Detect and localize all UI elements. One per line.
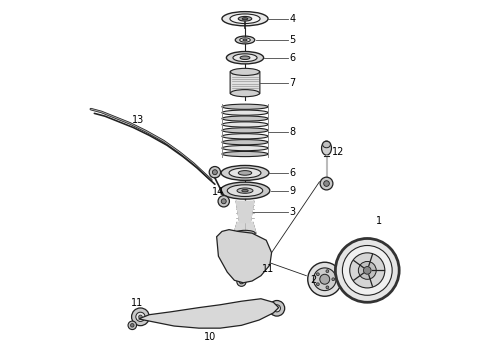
Text: 11: 11 <box>262 264 274 274</box>
Text: 8: 8 <box>289 127 295 137</box>
Ellipse shape <box>220 182 270 199</box>
Circle shape <box>326 270 329 273</box>
Ellipse shape <box>227 185 263 197</box>
Text: 10: 10 <box>204 332 217 342</box>
Text: 3: 3 <box>289 207 295 217</box>
Text: 14: 14 <box>212 187 224 197</box>
Ellipse shape <box>222 116 268 121</box>
Ellipse shape <box>226 51 264 64</box>
Text: 6: 6 <box>289 53 295 63</box>
Circle shape <box>218 195 229 207</box>
Circle shape <box>136 312 145 321</box>
Circle shape <box>324 181 329 186</box>
Ellipse shape <box>240 38 250 42</box>
Polygon shape <box>236 201 254 222</box>
Text: 11: 11 <box>131 298 143 309</box>
Circle shape <box>308 262 342 296</box>
Circle shape <box>212 170 218 175</box>
Ellipse shape <box>322 141 330 148</box>
Circle shape <box>269 301 285 316</box>
Ellipse shape <box>222 140 268 145</box>
Text: 9: 9 <box>289 186 295 195</box>
Circle shape <box>320 177 333 190</box>
Polygon shape <box>217 230 271 283</box>
Circle shape <box>132 308 149 326</box>
Ellipse shape <box>229 168 261 178</box>
Ellipse shape <box>230 90 260 97</box>
Ellipse shape <box>240 56 250 59</box>
Text: 2: 2 <box>311 275 317 285</box>
Circle shape <box>326 286 329 289</box>
Text: 5: 5 <box>289 35 295 45</box>
Text: 7: 7 <box>289 77 295 87</box>
Circle shape <box>358 261 376 279</box>
Text: 13: 13 <box>132 116 144 125</box>
Ellipse shape <box>221 166 269 180</box>
Circle shape <box>273 305 280 312</box>
Ellipse shape <box>222 152 268 157</box>
Ellipse shape <box>238 17 252 21</box>
Ellipse shape <box>235 36 255 44</box>
Ellipse shape <box>238 171 252 175</box>
Text: 1: 1 <box>376 216 382 226</box>
Ellipse shape <box>321 141 331 155</box>
Circle shape <box>128 321 137 329</box>
Circle shape <box>139 315 142 319</box>
Ellipse shape <box>235 230 255 236</box>
Ellipse shape <box>230 68 260 76</box>
Circle shape <box>343 246 392 295</box>
Ellipse shape <box>233 54 257 62</box>
Ellipse shape <box>222 145 268 151</box>
Circle shape <box>317 273 319 276</box>
Ellipse shape <box>242 18 248 20</box>
Circle shape <box>364 266 371 274</box>
Circle shape <box>350 253 385 288</box>
Circle shape <box>240 246 261 267</box>
Ellipse shape <box>243 39 247 41</box>
Ellipse shape <box>222 12 268 26</box>
Text: 12: 12 <box>332 147 344 157</box>
Circle shape <box>239 280 244 284</box>
Ellipse shape <box>230 14 260 23</box>
Circle shape <box>314 268 336 291</box>
Circle shape <box>209 167 220 178</box>
Circle shape <box>130 324 134 327</box>
Ellipse shape <box>222 134 268 139</box>
Text: 4: 4 <box>289 14 295 24</box>
Circle shape <box>320 274 330 284</box>
Ellipse shape <box>222 110 268 115</box>
Ellipse shape <box>222 104 268 109</box>
Ellipse shape <box>222 122 268 127</box>
Circle shape <box>317 283 319 286</box>
Ellipse shape <box>242 189 248 192</box>
FancyBboxPatch shape <box>230 71 260 94</box>
Ellipse shape <box>237 188 253 193</box>
Circle shape <box>246 253 255 261</box>
Circle shape <box>237 277 246 286</box>
Circle shape <box>221 199 226 204</box>
Polygon shape <box>234 222 256 233</box>
Ellipse shape <box>222 128 268 133</box>
Circle shape <box>332 278 335 281</box>
Circle shape <box>335 238 399 302</box>
Text: 6: 6 <box>289 168 295 178</box>
Polygon shape <box>139 299 279 328</box>
